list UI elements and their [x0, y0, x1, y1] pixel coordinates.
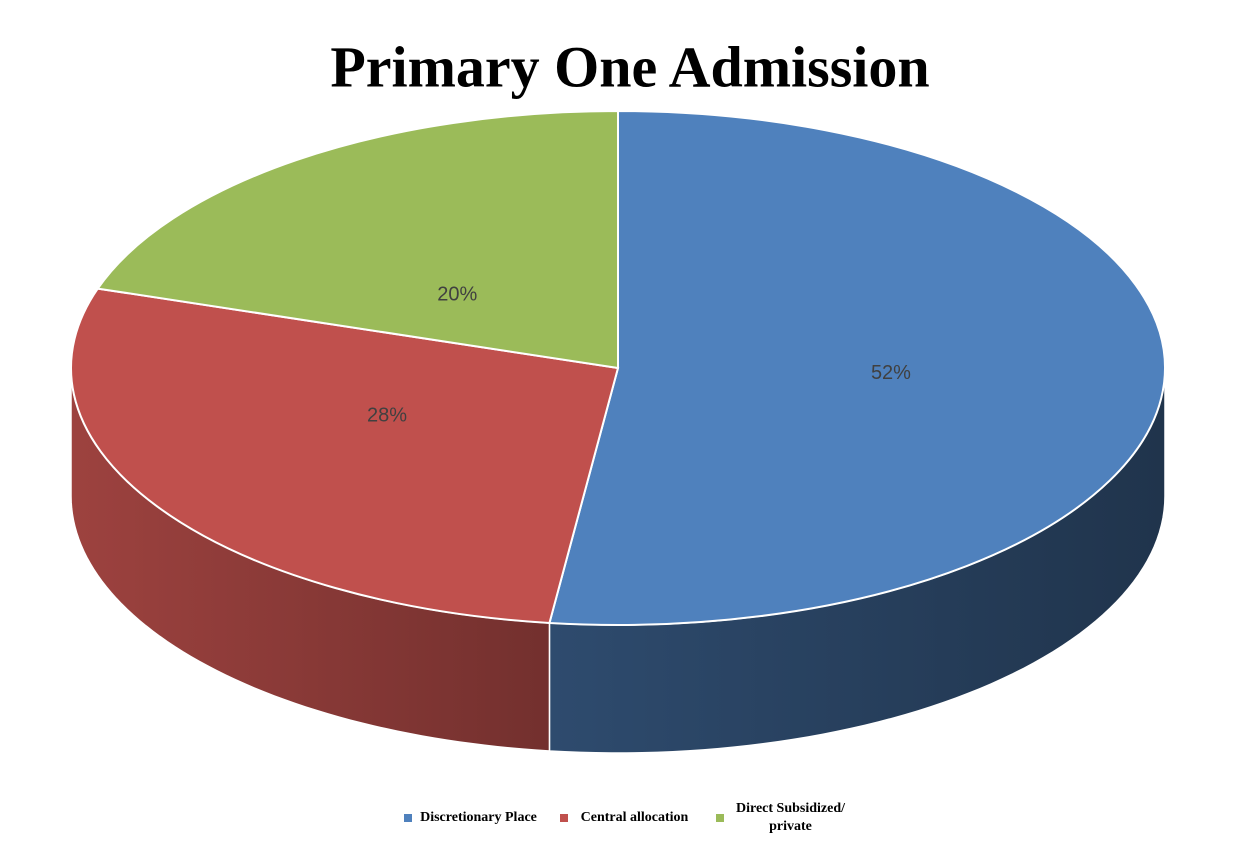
- legend-swatch: [403, 814, 412, 822]
- pie-slice: [70, 287, 620, 625]
- legend-item: Discretionary Place: [403, 800, 538, 836]
- legend-label: Discretionary Place: [420, 810, 537, 825]
- legend-label: Central allocation: [580, 810, 689, 825]
- data-label: 52%: [871, 362, 911, 384]
- pie-slice: [548, 109, 1166, 626]
- legend: Discretionary Place Central allocation Dir…: [0, 800, 1233, 836]
- chart-title: Primary One Admission: [330, 34, 929, 99]
- legend-item: Central allocation: [559, 800, 694, 836]
- pie-slice: [96, 109, 619, 370]
- legend-swatch: [559, 814, 568, 822]
- data-label: 28%: [367, 404, 407, 426]
- legend-item: Direct Subsidized/ private: [715, 800, 850, 836]
- legend-swatch: [715, 814, 724, 822]
- legend-label: Direct Subsidized/ private: [735, 801, 846, 834]
- data-label: 20%: [437, 284, 477, 306]
